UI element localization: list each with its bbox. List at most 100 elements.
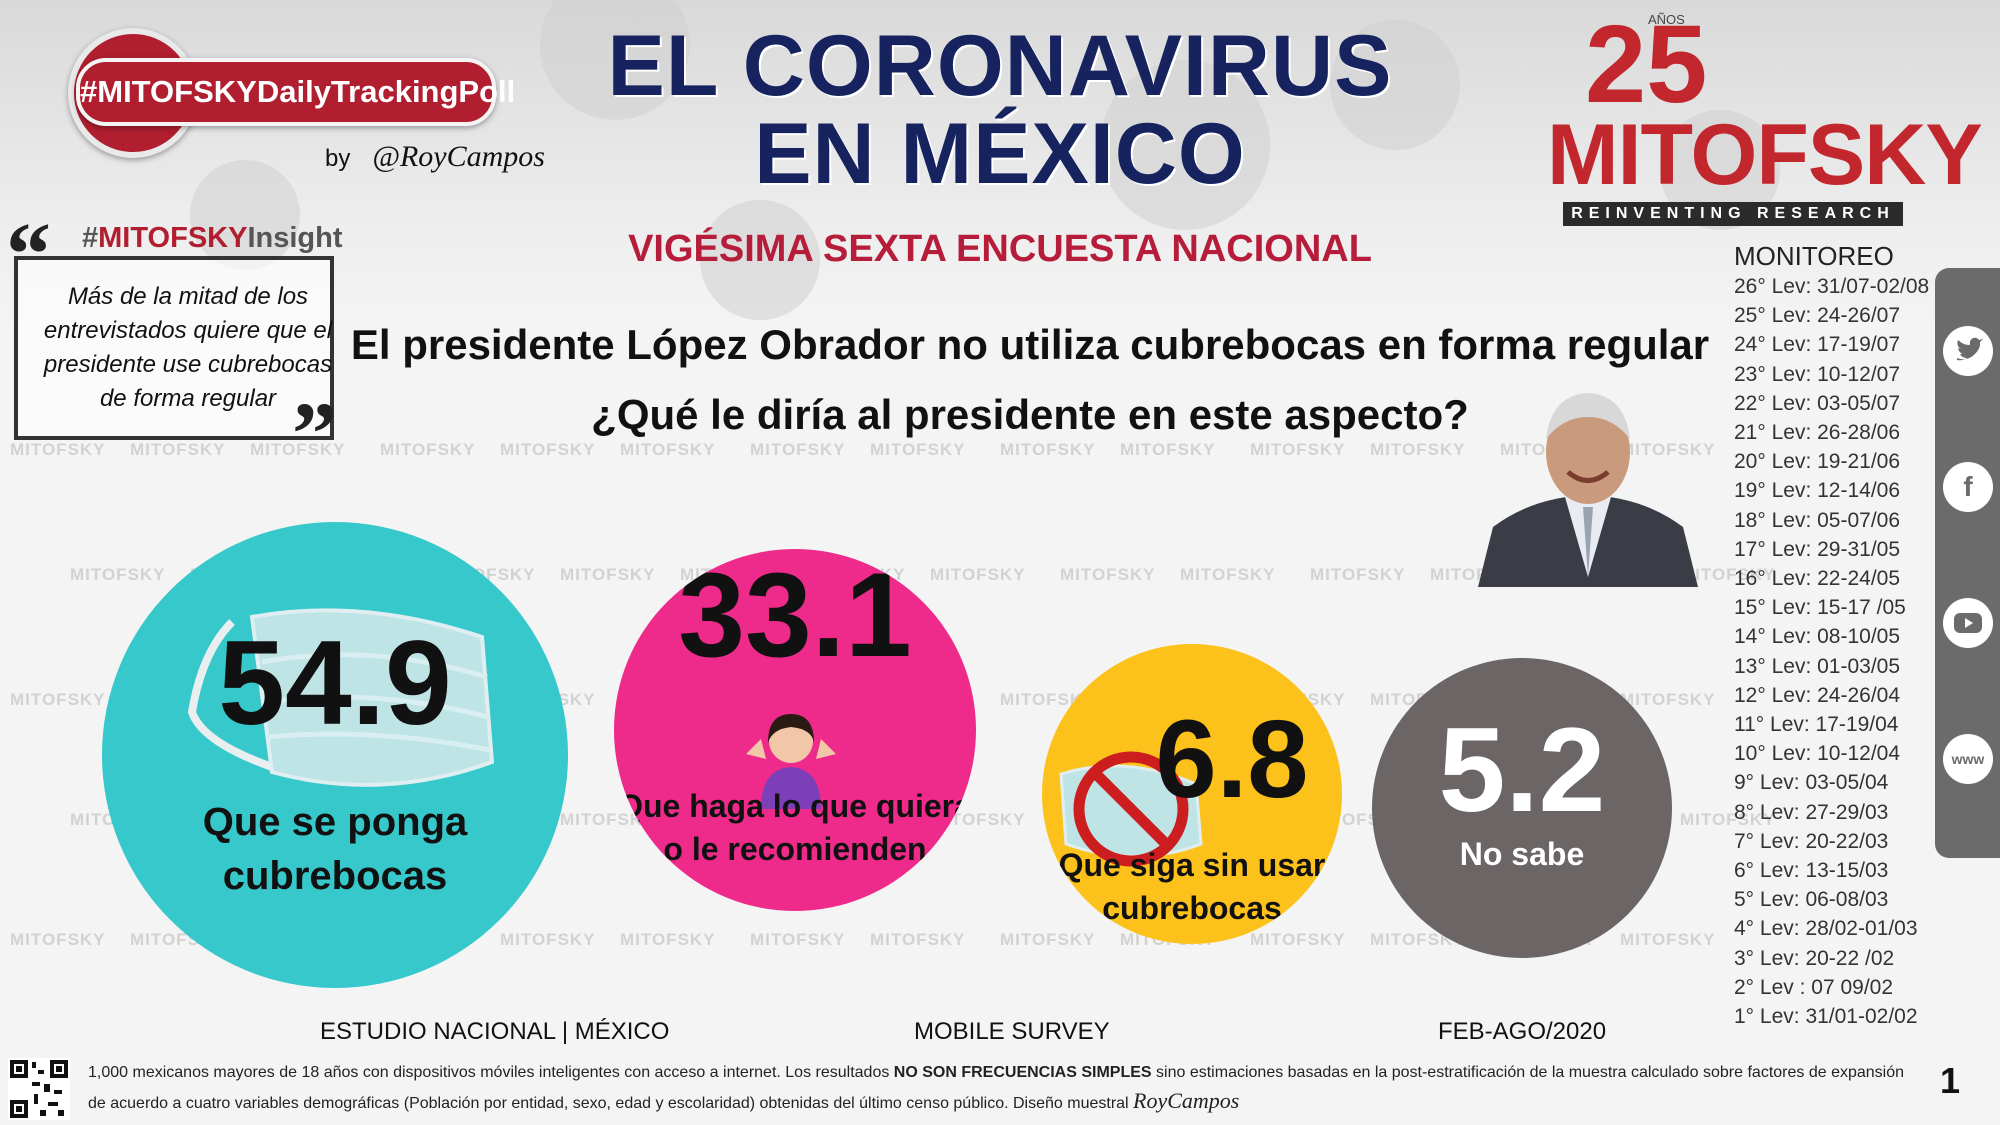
page-title: EL CORONAVIRUS EN MÉXICO [600,22,1400,198]
watermark-text: MITOFSKY [560,810,656,829]
bubble-label: Que haga lo que quiera o le recomienden [614,785,976,871]
monitoring-item: 3° Lev: 20-22 /02 [1734,946,1895,970]
watermark-text: MITOFSKY [10,440,106,459]
twitter-icon[interactable] [1943,326,1993,376]
watermark-text: MITOFSKY [1310,565,1406,584]
watermark-text: MITOFSKY [1250,440,1346,459]
title-line-1: EL CORONAVIRUS [607,18,1393,114]
monitoring-item: 20° Lev: 19-21/06 [1734,450,1901,474]
social-sidebar: f www [1935,268,2000,858]
facebook-icon[interactable]: f [1943,462,1993,512]
shrug-emoji-icon [746,714,836,809]
page-subtitle: VIGÉSIMA SEXTA ENCUESTA NACIONAL [628,228,1372,270]
watermark-text: MITOFSKY [130,440,226,459]
monitoring-item: 21° Lev: 26-28/06 [1734,421,1901,445]
watermark-text: MITOFSKY [1680,810,1776,829]
footer-method: MOBILE SURVEY [914,1018,1110,1045]
qr-code[interactable] [8,1058,70,1120]
watermark-text: MITOFSKY [1620,930,1716,949]
insight-box: Más de la mitad de los entrevistados qui… [14,256,334,440]
monitoring-item: 13° Lev: 01-03/05 [1734,654,1901,678]
survey-question: El presidente López Obrador no utiliza c… [340,310,1720,450]
question-line-2: ¿Qué le diría al presidente en este aspe… [591,391,1469,438]
logo-anniversary-number: 25 [1585,3,1708,126]
watermark-text: MITOFSKY [870,440,966,459]
page-number: 1 [1940,1060,1961,1101]
monitoring-item: 17° Lev: 29-31/05 [1734,537,1901,561]
logo-tagline: REINVENTING RESEARCH [1563,202,1903,226]
watermark-text: MITOFSKY [1250,930,1346,949]
watermark-text: MITOFSKY [1180,565,1276,584]
monitoring-item: 7° Lev: 20-22/03 [1734,829,1889,853]
watermark-text: MITOFSKY [870,930,966,949]
watermark-text: MITOFSKY [1680,565,1776,584]
monitoring-item: 6° Lev: 13-15/03 [1734,859,1889,883]
watermark-text: MITOFSKY [500,930,596,949]
bubble-value: 6.8 [1155,698,1309,821]
methodology-note: 1,000 mexicanos mayores de 18 años con d… [88,1064,1905,1113]
bubble-value: 33.1 [678,549,912,682]
bubble-label-line: o le recomienden [663,831,927,868]
watermark-text: MITOFSKY [1000,930,1096,949]
monitoring-item: 8° Lev: 27-29/03 [1734,800,1889,824]
insight-text: Más de la mitad de los entrevistados qui… [43,283,333,412]
logo-brand: MITOFSKY [1547,107,1983,203]
monitoring-title: MONITOREO [1734,241,1894,271]
watermark-text: MITOFSKY [620,930,716,949]
watermark-text: MITOFSKY [1370,440,1466,459]
monitoring-item: 24° Lev: 17-19/07 [1734,333,1901,357]
monitoring-item: 2° Lev : 07 09/02 [1734,975,1894,999]
monitoring-item: 15° Lev: 15-17 /05 [1734,596,1906,620]
open-quote-icon: “ [6,205,51,304]
monitoring-item: 12° Lev: 24-26/04 [1734,683,1901,707]
watermark-text: MITOFSKY [1620,690,1716,709]
byline: by @RoyCampos [325,140,545,174]
monitoring-item: 11° Lev: 17-19/04 [1734,713,1899,737]
bubble-que-siga-sin-usar: 6.8 Que siga sin usar cubrebocas [1042,644,1342,944]
bubble-que-haga-lo-que-quiera: 33.1 Que haga lo que quiera o le recomiend… [614,549,976,911]
monitoring-item: 9° Lev: 03-05/04 [1734,771,1889,795]
watermark-text: MITOFSKY [70,565,166,584]
monitoring-list: MONITOREO 26° Lev: 31/07-02/08 25° Lev: 2… [1734,240,1954,1031]
insight-label: #MITOFSKYInsight [82,222,343,254]
watermark-text: MITOFSKY [750,930,846,949]
mitofsky-logo: 25 AÑOS MITOFSKY REINVENTING RESEARCH [1545,3,1983,226]
monitoring-item: 1° Lev: 31/01-02/02 [1734,1005,1918,1029]
watermark-text: MITOFSKY [620,440,716,459]
by-label: by [325,145,351,172]
watermark-text: MITOFSKY [10,930,106,949]
face-mask-icon [187,608,495,787]
monitoring-item: 19° Lev: 12-14/06 [1734,479,1901,503]
watermark-text: MITOFSKY [250,440,346,459]
website-icon[interactable]: www [1943,734,1993,784]
bubble-label-line: Que siga sin usar [1058,847,1326,883]
bubble-value: 5.2 [1438,703,1606,837]
youtube-icon[interactable] [1943,598,1993,648]
hashtag-text: #MITOFSKYDailyTrackingPoll [76,58,515,126]
author-signature: @RoyCampos [372,140,545,173]
watermark-text: MITOFSKY [1120,440,1216,459]
watermark-text: MITOFSKY [1620,440,1716,459]
watermark-text: MITOFSKY [1000,440,1096,459]
monitoring-item: 22° Lev: 03-05/07 [1734,391,1901,415]
monitoring-item: 10° Lev: 10-12/04 [1734,742,1901,766]
watermark-text: MITOFSKY [500,440,596,459]
no-mask-icon [1059,751,1203,867]
watermark-text: MITOFSKY [750,440,846,459]
logo-anos-label: AÑOS [1648,12,1685,27]
monitoring-item: 18° Lev: 05-07/06 [1734,508,1901,532]
monitoring-item: 23° Lev: 10-12/07 [1734,362,1901,386]
bubble-label-line: cubrebocas [222,854,448,898]
monitoring-item: 5° Lev: 06-08/03 [1734,888,1889,912]
footer-study: ESTUDIO NACIONAL | MÉXICO [320,1018,670,1045]
bubble-label-line: Que haga lo que quiera [618,788,972,824]
bubble-label-line: No sabe [1459,836,1585,872]
watermark-text: MITOFSKY [930,565,1026,584]
bubble-label: No sabe [1372,833,1672,876]
close-quote-icon: ” [292,385,337,484]
bubble-no-sabe: 5.2 No sabe [1372,658,1672,958]
bubble-label-line: cubrebocas [1102,890,1282,927]
bubble-value: 54.9 [218,616,452,750]
monitoring-item: 26° Lev: 31/07-02/08 [1734,275,1930,298]
title-line-2: EN MÉXICO [754,106,1246,202]
